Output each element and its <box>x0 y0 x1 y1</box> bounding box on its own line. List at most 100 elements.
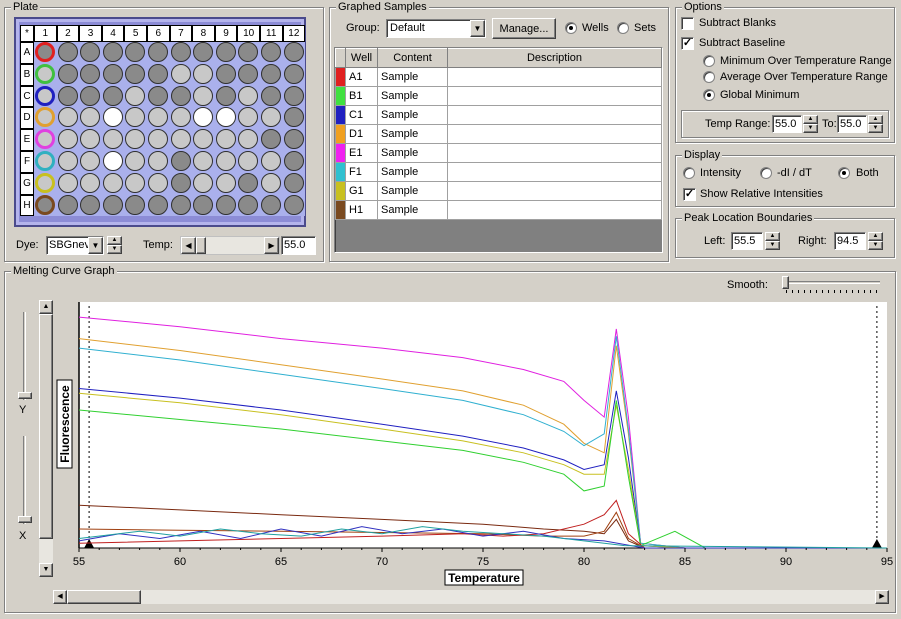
graph-vertical-scrollbar[interactable]: ▲ ▼ <box>39 300 53 577</box>
manage-button[interactable]: Manage... <box>492 18 556 39</box>
plate-well[interactable] <box>215 172 236 193</box>
sample-description-cell[interactable] <box>447 181 662 201</box>
plate-column-header[interactable]: 1 <box>34 25 57 42</box>
plate-well-cell[interactable] <box>214 63 238 86</box>
temp-range-to-spinner[interactable]: ▲ ▼ <box>868 115 883 133</box>
sample-description-cell[interactable] <box>447 67 662 87</box>
well-column-header[interactable]: Well <box>345 48 378 68</box>
melting-curve-chart[interactable]: 55 60 65 70 75 80 85 90 95 Temperature Fluorescenc… <box>53 300 895 590</box>
plate-well-cell[interactable] <box>259 194 283 217</box>
scroll-down-icon[interactable]: ▼ <box>39 563 53 577</box>
plate-well-cell[interactable] <box>169 63 193 86</box>
plate-well-cell[interactable] <box>237 172 260 195</box>
spin-down-icon[interactable]: ▼ <box>868 124 883 133</box>
plate-well[interactable] <box>260 63 281 84</box>
spin-down-icon[interactable]: ▼ <box>765 241 780 250</box>
plate-well-cell[interactable] <box>146 194 170 217</box>
plate-well[interactable] <box>102 42 123 62</box>
vertical-scroll-thumb[interactable] <box>39 314 53 539</box>
scroll-left-icon[interactable]: ◀ <box>181 237 196 254</box>
sample-color-swatch[interactable] <box>335 105 346 125</box>
derivative-radio[interactable] <box>760 167 772 179</box>
plate-column-header[interactable]: 11 <box>259 25 283 42</box>
plate-column-header[interactable]: 9 <box>214 25 238 42</box>
show-relative-intensities-checkbox[interactable]: ✓ <box>683 188 696 201</box>
plate-well[interactable] <box>125 107 146 128</box>
plate-well-cell[interactable] <box>124 63 147 86</box>
sample-description-cell[interactable] <box>447 86 662 106</box>
plate-well-cell[interactable] <box>101 194 125 217</box>
plate-well-cell[interactable] <box>169 42 193 64</box>
plate-row-header[interactable]: C <box>20 85 34 108</box>
sample-color-swatch[interactable] <box>335 143 346 163</box>
plate-row-header[interactable]: H <box>20 194 34 217</box>
plate-well[interactable] <box>170 63 191 84</box>
plate-well[interactable] <box>147 194 168 215</box>
plate-well-cell[interactable] <box>237 63 260 86</box>
plate-column-header[interactable]: 10 <box>237 25 260 42</box>
plate-well[interactable] <box>193 129 214 150</box>
plate-well[interactable] <box>260 150 281 171</box>
plate-well-cell[interactable] <box>101 63 125 86</box>
dye-select[interactable]: SBGnev ▼ <box>46 236 104 255</box>
plate-well[interactable] <box>35 42 55 62</box>
plate-row-header[interactable]: G <box>20 172 34 195</box>
plate-well-cell[interactable] <box>259 107 283 130</box>
plate-well[interactable] <box>260 194 281 215</box>
plate-row-header[interactable]: A <box>20 42 34 64</box>
plate-well[interactable] <box>193 63 214 84</box>
temp-slider[interactable]: ◀ ▶ <box>180 236 280 255</box>
plate-well[interactable] <box>215 85 236 106</box>
plate-well[interactable] <box>238 194 259 215</box>
scroll-right-icon[interactable]: ▶ <box>875 590 889 604</box>
plate-well[interactable] <box>147 85 168 106</box>
plate-well[interactable] <box>102 85 123 106</box>
scroll-right-icon[interactable]: ▶ <box>264 237 279 254</box>
plate-well-cell[interactable] <box>214 172 238 195</box>
plate-well[interactable] <box>35 194 55 215</box>
plate-well-cell[interactable] <box>56 172 80 195</box>
spin-up-icon[interactable]: ▲ <box>868 115 883 124</box>
sample-color-swatch[interactable] <box>335 181 346 201</box>
plate-well-cell[interactable] <box>237 129 260 151</box>
temp-slider-thumb[interactable] <box>196 237 206 254</box>
sample-color-swatch[interactable] <box>335 67 346 87</box>
plate-column-header[interactable]: 4 <box>101 25 125 42</box>
plate-well[interactable] <box>35 150 55 171</box>
plate-well-cell[interactable] <box>282 63 306 86</box>
plate-column-header[interactable]: 7 <box>169 25 193 42</box>
subtract-baseline-checkbox[interactable]: ✓ <box>681 37 694 50</box>
plate-well-cell[interactable] <box>101 42 125 64</box>
plate-well[interactable] <box>170 85 191 106</box>
plate-well-cell[interactable] <box>192 107 215 130</box>
peak-left-field[interactable]: 55.5 <box>731 232 763 250</box>
plate-well-cell[interactable] <box>192 194 215 217</box>
plate-well[interactable] <box>260 129 281 150</box>
scroll-left-icon[interactable]: ◀ <box>53 590 67 604</box>
plate-well-cell[interactable] <box>146 150 170 173</box>
plate-well-cell[interactable] <box>124 150 147 173</box>
spin-up-icon[interactable]: ▲ <box>107 236 122 245</box>
plate-well-cell[interactable] <box>237 42 260 64</box>
plate-well-cell[interactable] <box>282 107 306 130</box>
plate-well-cell[interactable] <box>56 42 80 64</box>
plate-column-header[interactable]: 6 <box>146 25 170 42</box>
plate-well-cell[interactable] <box>146 107 170 130</box>
graph-horizontal-scrollbar[interactable]: ◀ ▶ <box>53 590 889 604</box>
plate-well-cell[interactable] <box>214 129 238 151</box>
plate-well-cell[interactable] <box>282 129 306 151</box>
plate-well-cell[interactable] <box>282 85 306 108</box>
plate-well-cell[interactable] <box>79 63 102 86</box>
plate-well-cell[interactable] <box>34 129 57 151</box>
plate-well-cell[interactable] <box>124 42 147 64</box>
plate-well-cell[interactable] <box>237 107 260 130</box>
sample-row[interactable]: D1 Sample <box>335 124 662 144</box>
plate-well[interactable] <box>260 107 281 128</box>
plate-well[interactable] <box>57 85 78 106</box>
plate-well-cell[interactable] <box>192 129 215 151</box>
plate-well-cell[interactable] <box>79 150 102 173</box>
plate-well-cell[interactable] <box>146 85 170 108</box>
plate-well-cell[interactable] <box>124 85 147 108</box>
plate-well[interactable] <box>215 150 236 171</box>
plate-well[interactable] <box>283 129 304 150</box>
